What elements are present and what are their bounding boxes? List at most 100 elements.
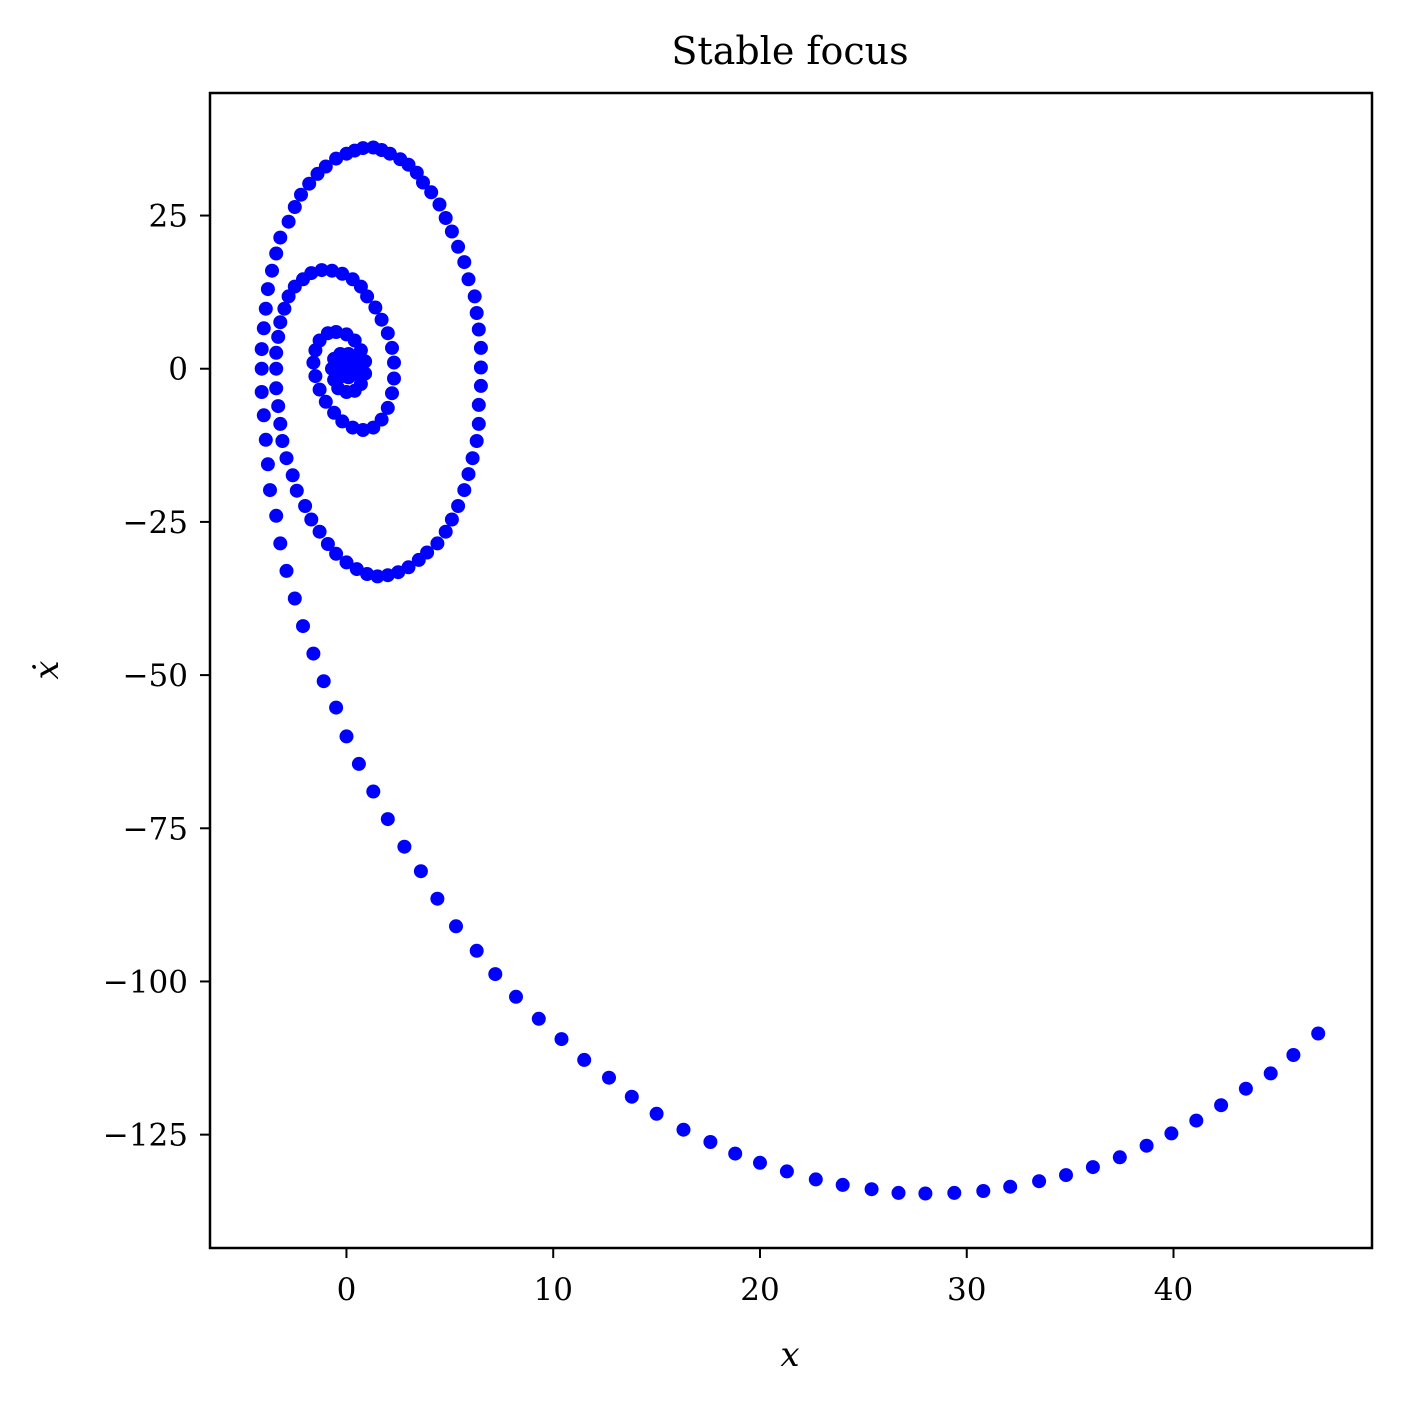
data-point <box>703 1135 718 1149</box>
data-point <box>411 552 426 567</box>
data-point <box>320 537 335 551</box>
data-point <box>285 468 300 483</box>
data-point <box>835 1177 850 1192</box>
data-point <box>413 864 428 879</box>
y-tick-label: −125 <box>103 1118 188 1154</box>
data-point <box>273 416 288 431</box>
data-point <box>269 508 284 523</box>
x-tick-label: 40 <box>1154 1272 1193 1308</box>
data-point <box>273 230 288 245</box>
data-point <box>864 1182 879 1197</box>
data-point <box>287 200 302 214</box>
data-point <box>451 239 466 254</box>
data-point <box>380 568 395 583</box>
data-point <box>444 512 459 527</box>
data-point <box>976 1184 991 1198</box>
y-axis-label: ẋ <box>27 660 67 679</box>
data-point <box>308 369 323 384</box>
data-point <box>461 272 476 287</box>
scatter-points <box>254 140 1326 1201</box>
x-axis-ticks: 0 10 20 30 40 <box>337 1248 1193 1308</box>
x-tick-label: 10 <box>533 1272 572 1308</box>
data-point <box>279 451 294 466</box>
data-point <box>438 211 453 225</box>
data-point <box>808 1172 823 1187</box>
data-point <box>329 546 344 561</box>
plot-frame <box>208 91 1374 1250</box>
data-point <box>271 399 286 414</box>
data-point <box>380 326 395 341</box>
data-point <box>382 146 397 161</box>
y-tick-label: 25 <box>149 199 188 235</box>
y-tick-label: −100 <box>103 964 188 1000</box>
data-point <box>430 891 445 906</box>
data-point <box>449 919 463 934</box>
data-point <box>351 756 366 771</box>
data-point <box>554 1032 569 1047</box>
data-point <box>779 1164 794 1179</box>
data-point <box>356 141 370 156</box>
data-point <box>891 1185 906 1200</box>
data-point <box>424 185 439 200</box>
data-point <box>263 483 277 498</box>
data-point <box>438 524 453 539</box>
x-axis-label: x <box>780 1335 799 1375</box>
data-point <box>258 301 273 316</box>
data-point <box>306 646 321 661</box>
y-tick-label: −50 <box>123 658 188 694</box>
data-point <box>469 306 484 320</box>
data-point <box>294 187 308 202</box>
data-point <box>471 416 486 431</box>
data-point <box>380 812 395 827</box>
data-point <box>260 282 275 297</box>
data-point <box>275 434 290 448</box>
data-point <box>577 1052 592 1067</box>
data-point <box>947 1185 962 1200</box>
data-point <box>473 340 488 355</box>
data-point <box>335 266 350 281</box>
y-tick-label: −25 <box>123 505 188 541</box>
data-point <box>314 263 329 278</box>
x-tick-label: 0 <box>337 1272 357 1308</box>
data-point <box>1189 1113 1204 1128</box>
data-point <box>1263 1066 1278 1081</box>
data-point <box>461 467 476 482</box>
data-point <box>387 355 401 370</box>
data-point <box>269 361 284 376</box>
data-point <box>387 371 401 386</box>
data-point <box>304 512 319 527</box>
data-point <box>339 555 354 570</box>
data-point <box>488 967 503 982</box>
data-point <box>430 536 445 551</box>
data-point <box>385 386 399 401</box>
data-point <box>1139 1138 1154 1153</box>
data-point <box>339 361 354 376</box>
data-point <box>509 989 523 1004</box>
data-point <box>260 457 275 472</box>
chart-title: Stable focus <box>671 29 908 73</box>
data-point <box>318 394 333 409</box>
data-point <box>360 289 375 304</box>
data-point <box>287 591 302 606</box>
data-point <box>624 1089 639 1104</box>
x-tick-label: 30 <box>947 1272 986 1308</box>
data-point <box>258 432 273 447</box>
data-point <box>1164 1126 1179 1141</box>
data-point <box>254 385 269 399</box>
data-point <box>256 408 271 423</box>
data-point <box>345 420 360 435</box>
x-tick-label: 20 <box>740 1272 779 1308</box>
data-point <box>1059 1168 1073 1183</box>
data-point <box>269 246 284 261</box>
data-point <box>374 312 389 327</box>
data-point <box>279 563 294 578</box>
data-point <box>256 321 271 336</box>
data-point <box>1085 1160 1100 1175</box>
data-point <box>277 301 292 316</box>
data-point <box>1214 1098 1229 1113</box>
data-point <box>1311 1026 1326 1041</box>
y-tick-label: −75 <box>123 811 188 847</box>
data-point <box>471 397 486 412</box>
